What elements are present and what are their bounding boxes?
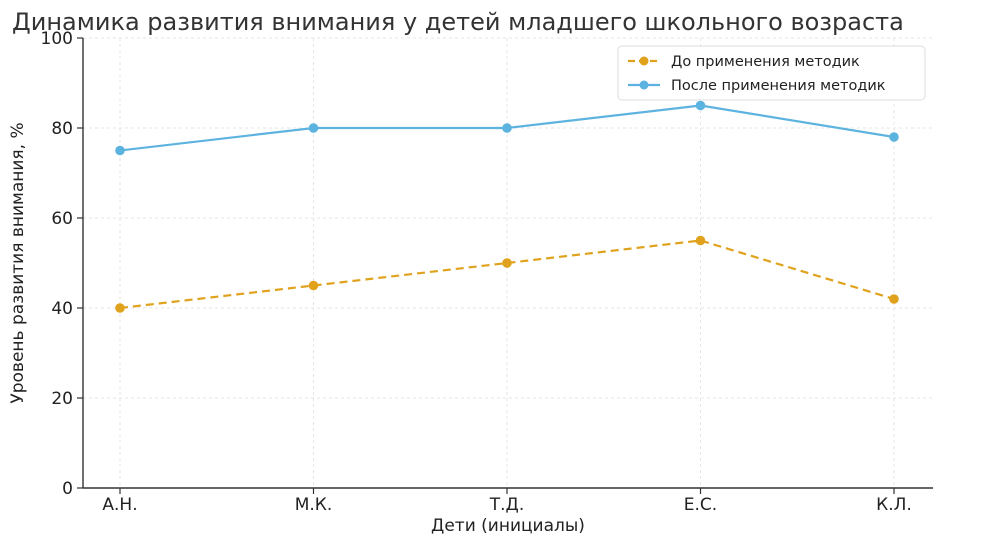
series-line-1 xyxy=(119,239,895,310)
legend-marker-1 xyxy=(639,56,649,66)
x-tick-label: М.К. xyxy=(295,495,333,515)
y-tick-label: 40 xyxy=(51,299,73,319)
y-tick-label: 100 xyxy=(41,29,73,49)
data-point xyxy=(889,132,899,142)
legend-box xyxy=(617,45,926,101)
axes xyxy=(77,37,933,494)
x-tick-label: Т.Д. xyxy=(489,495,524,515)
data-point xyxy=(308,280,319,291)
legend-marker-2 xyxy=(639,80,649,90)
legend-label-1: До применения методик xyxy=(671,54,860,70)
legend-label-2: После применения методик xyxy=(671,78,886,94)
x-axis-label: Дети (инициалы) xyxy=(431,516,585,536)
chart-title: Динамика развития внимания у детей младш… xyxy=(12,8,904,36)
x-tick-label: К.Л. xyxy=(876,495,912,515)
data-point xyxy=(115,303,125,313)
data-point xyxy=(695,235,706,246)
legend: До применения методик После применения ме… xyxy=(617,45,926,101)
y-tick-label: 60 xyxy=(51,209,73,229)
data-point xyxy=(889,294,899,304)
x-tick-label: А.Н. xyxy=(102,495,137,515)
data-point xyxy=(695,100,706,111)
y-axis-label: Уровень развития внимания, % xyxy=(8,122,28,403)
x-tick-label: Е.С. xyxy=(684,495,717,515)
y-tick-label: 20 xyxy=(51,389,73,409)
data-point xyxy=(502,258,512,268)
y-tick-label: 0 xyxy=(62,479,73,499)
tick-labels: 0 20 40 60 80 100 А.Н. М.К. Т.Д. Е.С. К.Л. xyxy=(41,29,912,515)
data-point xyxy=(115,145,125,156)
data-point xyxy=(308,123,319,133)
data-point xyxy=(502,123,512,133)
series-group xyxy=(115,100,899,313)
y-tick-label: 80 xyxy=(51,119,73,139)
